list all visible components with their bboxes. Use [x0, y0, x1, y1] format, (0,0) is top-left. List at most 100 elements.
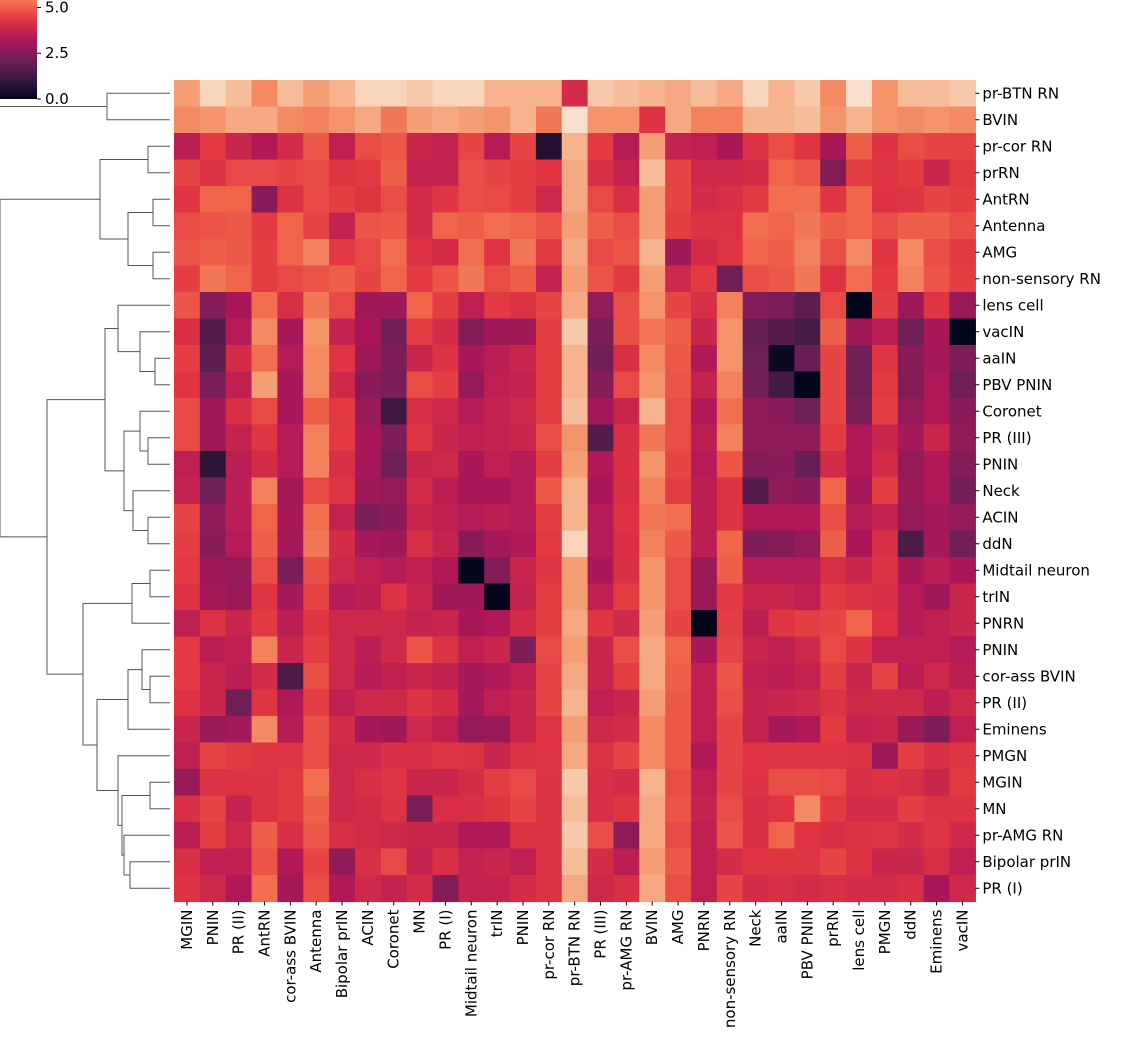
heatmap-cell [691, 239, 718, 267]
heatmap-cell [432, 477, 459, 505]
heatmap-cell [587, 292, 615, 320]
heatmap-cell [251, 769, 278, 797]
heatmap-cell [406, 795, 434, 823]
heatmap-cell [406, 212, 434, 240]
heatmap-cell [432, 371, 459, 399]
dendrogram-link [106, 92, 170, 121]
heatmap-cell [432, 557, 459, 585]
heatmap-cell [794, 371, 821, 399]
heatmap-cell [277, 742, 304, 770]
heatmap-cell [613, 133, 640, 161]
heatmap-cell [742, 822, 770, 850]
heatmap-cell [691, 159, 718, 187]
heatmap-cell [665, 239, 692, 267]
row-label: AMG [982, 243, 1017, 261]
heatmap-cell [510, 769, 537, 797]
heatmap-cell [949, 504, 976, 532]
dendrogram-link [131, 583, 170, 624]
heatmap-cell [406, 663, 434, 691]
heatmap-cell [949, 716, 976, 744]
heatmap-cell [897, 371, 925, 399]
heatmap-cell [329, 716, 356, 744]
row-label: Coronet [982, 402, 1041, 420]
heatmap-cell [691, 451, 718, 479]
heatmap-cell [329, 610, 356, 638]
column-label: Eminens [928, 909, 946, 973]
heatmap-cell [535, 80, 563, 108]
heatmap-cell [225, 530, 253, 558]
heatmap-cell [897, 795, 925, 823]
heatmap-cell [639, 80, 666, 108]
heatmap-cell [329, 875, 356, 903]
heatmap-cell [820, 742, 847, 770]
heatmap-cell [510, 265, 537, 293]
heatmap-cell [897, 186, 925, 214]
heatmap-cell [354, 689, 382, 717]
heatmap-cell [432, 424, 459, 452]
heatmap-cell [225, 239, 253, 267]
heatmap-cell [329, 159, 356, 187]
heatmap-cell [303, 610, 330, 638]
heatmap-cell [406, 875, 434, 903]
heatmap-cell [535, 318, 563, 346]
heatmap-cell [510, 822, 537, 850]
heatmap-cell [380, 451, 408, 479]
heatmap-cell [354, 742, 382, 770]
heatmap-cell [691, 265, 718, 293]
heatmap-cell [768, 133, 795, 161]
heatmap-cell [846, 318, 873, 346]
heatmap-cell [277, 186, 304, 214]
heatmap-cell [871, 848, 899, 876]
heatmap-cell [432, 398, 459, 426]
heatmap-cell [380, 424, 408, 452]
heatmap-cell [174, 875, 201, 903]
heatmap-cell [923, 371, 951, 399]
heatmap-cell [820, 583, 847, 611]
heatmap-cell [510, 557, 537, 585]
heatmap-cell [613, 239, 640, 267]
heatmap-cell [329, 530, 356, 558]
heatmap-cell [458, 848, 485, 876]
row-label: ACIN [982, 508, 1018, 526]
heatmap-cell [691, 212, 718, 240]
heatmap-cell [303, 875, 330, 903]
dendrogram-link [0, 198, 100, 538]
heatmap-cell [199, 716, 227, 744]
heatmap-cell [406, 345, 434, 373]
heatmap-cell [199, 186, 227, 214]
heatmap-cell [871, 80, 899, 108]
heatmap-cell [484, 530, 511, 558]
heatmap-cell [716, 239, 744, 267]
heatmap-cell [380, 557, 408, 585]
heatmap-cell [613, 636, 640, 664]
heatmap-cell [406, 504, 434, 532]
heatmap-cell [846, 239, 873, 267]
heatmap-cell [354, 265, 382, 293]
heatmap-cell [846, 610, 873, 638]
column-labels: MGIN PNIN PR (II) AntRN cor-ass BVIN Antenna B… [178, 901, 971, 1028]
heatmap-cell [742, 504, 770, 532]
heatmap-cell [251, 663, 278, 691]
heatmap-cell [303, 345, 330, 373]
heatmap-cell [354, 186, 382, 214]
heatmap-cell [484, 133, 511, 161]
heatmap-cell [277, 477, 304, 505]
heatmap-cell [251, 159, 278, 187]
heatmap-cell [923, 530, 951, 558]
heatmap-cell [174, 504, 201, 532]
heatmap-cell [665, 875, 692, 903]
heatmap-cell [510, 689, 537, 717]
heatmap-cell [794, 530, 821, 558]
heatmap-cell [354, 636, 382, 664]
heatmap-cell [251, 345, 278, 373]
heatmap-cell [665, 716, 692, 744]
heatmap-cell [794, 159, 821, 187]
heatmap-cell [923, 742, 951, 770]
heatmap-cell [406, 822, 434, 850]
heatmap-cell [820, 186, 847, 214]
heatmap-cell [794, 133, 821, 161]
heatmap-cell [174, 451, 201, 479]
heatmap-cell [768, 292, 795, 320]
heatmap-cell [329, 424, 356, 452]
heatmap-cell [510, 239, 537, 267]
